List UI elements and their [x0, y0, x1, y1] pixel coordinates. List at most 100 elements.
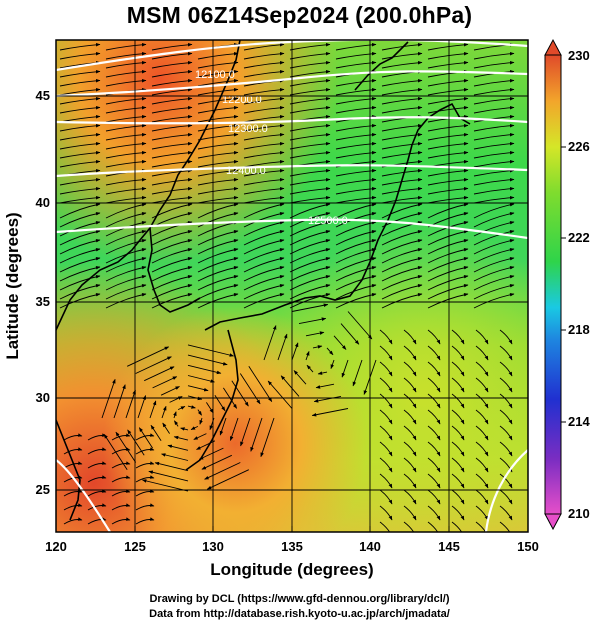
- streamline: [427, 203, 469, 219]
- streamline: [59, 212, 101, 228]
- streamline: [105, 212, 147, 228]
- streamline: [427, 60, 469, 69]
- streamline: [427, 393, 441, 409]
- streamline: [289, 87, 331, 96]
- streamline: [289, 203, 331, 219]
- streamline: [105, 230, 147, 246]
- streamline: [335, 150, 377, 159]
- streamline: [243, 42, 285, 51]
- streamline: [451, 441, 465, 457]
- streamline: [403, 521, 417, 532]
- map-title: MSM 06Z14Sep2024 (200.0hPa): [126, 2, 473, 28]
- streamline: [289, 51, 331, 60]
- streamline: [63, 517, 83, 525]
- streamline: [475, 457, 489, 473]
- streamline: [473, 230, 515, 246]
- streamline: [197, 203, 239, 219]
- streamline: [381, 51, 423, 60]
- streamline: [173, 411, 177, 419]
- streamline: [289, 78, 331, 87]
- streamline: [381, 248, 423, 264]
- streamline: [197, 239, 239, 255]
- streamline: [473, 78, 515, 87]
- streamline: [379, 377, 393, 393]
- streamline: [427, 248, 469, 264]
- streamline: [63, 489, 83, 497]
- y-tick-label: 35: [36, 294, 50, 309]
- streamline: [451, 473, 465, 489]
- streamline: [427, 275, 469, 291]
- streamline: [204, 462, 241, 480]
- streamline: [451, 377, 465, 393]
- streamline: [267, 380, 293, 409]
- streamline: [243, 87, 285, 96]
- streamline: [475, 473, 489, 489]
- streamline: [289, 177, 331, 186]
- contour-label: 12300.0: [228, 123, 268, 135]
- streamline: [335, 203, 377, 219]
- streamline: [59, 87, 101, 96]
- streamline: [289, 195, 331, 204]
- streamline: [197, 257, 239, 273]
- streamline: [289, 141, 331, 150]
- streamline: [381, 266, 423, 282]
- x-tick-label: 140: [359, 539, 381, 554]
- streamline: [427, 96, 469, 105]
- streamline: [473, 239, 515, 255]
- streamline: [243, 114, 285, 123]
- streamline: [427, 123, 469, 132]
- streamline: [87, 447, 107, 455]
- streamline: [151, 284, 193, 300]
- colorbar-tick-label: 226: [568, 139, 590, 154]
- streamline: [151, 195, 193, 204]
- streamline: [403, 473, 417, 489]
- streamline: [379, 345, 393, 361]
- streamline: [427, 473, 441, 489]
- streamline: [293, 370, 307, 385]
- streamline: [335, 177, 377, 186]
- shaded-temperature-field: 12100.0 12200.0 12300.0 12400.0 12500.0: [56, 40, 528, 532]
- streamline: [335, 78, 377, 87]
- streamline: [475, 329, 489, 345]
- streamline: [127, 346, 170, 367]
- streamline: [403, 441, 417, 457]
- streamline: [125, 389, 136, 419]
- x-tick-label: 120: [45, 539, 67, 554]
- streamline: [101, 378, 116, 419]
- streamline: [499, 345, 513, 361]
- streamline: [144, 366, 175, 382]
- streamline: [169, 396, 183, 403]
- streamline: [427, 141, 469, 150]
- wind-streamlines: [59, 42, 515, 532]
- streamline: [451, 489, 465, 505]
- geopotential-contours: [56, 40, 528, 532]
- streamline: [151, 78, 193, 87]
- streamline: [151, 96, 193, 105]
- streamline: [403, 457, 417, 473]
- streamline: [403, 505, 417, 521]
- streamline: [289, 42, 331, 51]
- y-tick-label: 25: [36, 482, 50, 497]
- streamline: [59, 69, 101, 78]
- streamline: [473, 96, 515, 105]
- streamline: [151, 42, 193, 51]
- streamline: [59, 230, 101, 246]
- streamline: [473, 141, 515, 150]
- streamline: [427, 505, 441, 521]
- streamline: [381, 293, 423, 309]
- streamline: [173, 435, 189, 441]
- streamline: [473, 275, 515, 291]
- streamline: [379, 361, 393, 377]
- streamline: [243, 248, 285, 264]
- streamline: [87, 517, 107, 525]
- grid-lines: [56, 40, 528, 532]
- streamline: [197, 150, 239, 159]
- streamline: [381, 42, 423, 51]
- streamline: [352, 359, 363, 387]
- streamline: [243, 96, 285, 105]
- streamline: [335, 51, 377, 60]
- streamline: [105, 42, 147, 51]
- streamline: [243, 51, 285, 60]
- streamline: [197, 78, 239, 87]
- streamline: [335, 96, 377, 105]
